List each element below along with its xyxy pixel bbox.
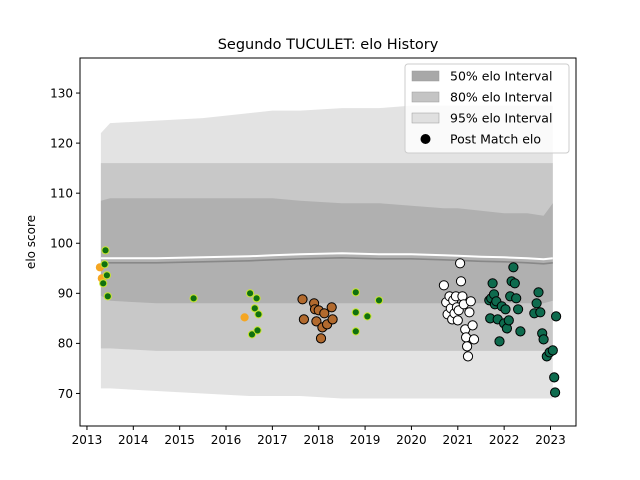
legend-label: 50% elo Interval <box>450 69 552 84</box>
legend: 50% elo Interval 80% elo Interval 95% elo … <box>404 63 570 154</box>
data-point <box>315 333 327 344</box>
legend-swatch <box>411 112 440 124</box>
interval-bands <box>100 105 553 399</box>
data-point <box>533 287 544 298</box>
x-tick-label: 2020 <box>396 433 427 447</box>
data-point <box>99 279 108 288</box>
data-point <box>101 246 110 255</box>
data-point <box>253 326 262 335</box>
data-point <box>246 289 255 298</box>
data-point <box>503 315 514 326</box>
x-tick-label: 2014 <box>118 433 149 447</box>
x-tick-label: 2021 <box>443 433 474 447</box>
data-point <box>535 307 546 318</box>
data-point <box>465 296 476 307</box>
data-point <box>311 316 322 327</box>
data-point <box>319 308 330 319</box>
data-point <box>438 280 449 291</box>
data-point <box>462 351 474 362</box>
legend-marker <box>420 134 431 144</box>
data-point <box>500 304 511 315</box>
data-point <box>464 307 475 318</box>
y-tick-label: 130 <box>50 86 73 100</box>
data-point <box>455 258 466 269</box>
y-axis-label: elo score <box>24 215 38 269</box>
data-point <box>452 315 463 326</box>
legend-label: 80% elo Interval <box>450 90 552 105</box>
data-point <box>508 262 519 273</box>
band-50 <box>100 198 553 304</box>
y-tick-label: 110 <box>50 186 73 200</box>
data-point <box>513 304 524 315</box>
data-point <box>374 296 384 305</box>
plot-area <box>95 105 562 399</box>
data-point <box>549 372 560 383</box>
data-point <box>351 327 360 336</box>
legend-swatch <box>411 91 440 103</box>
data-point <box>247 330 257 339</box>
legend-label: Post Match elo <box>450 132 541 147</box>
y-tick-label: 100 <box>50 237 73 251</box>
data-point <box>551 311 562 322</box>
data-point <box>511 293 522 304</box>
data-point <box>455 276 467 287</box>
y-tick-label: 120 <box>50 136 73 150</box>
x-axis: 2013 2014 2015 2016 2017 2018 2019 2020 2021 2022… <box>72 426 566 447</box>
data-point <box>103 292 112 301</box>
data-point <box>297 294 308 305</box>
plot-frame <box>79 57 577 427</box>
data-point <box>531 298 542 309</box>
median-shadow-line <box>100 256 553 265</box>
legend-box <box>404 63 570 154</box>
data-point <box>326 302 337 313</box>
data-point <box>100 260 109 269</box>
data-point <box>327 314 338 325</box>
data-point <box>487 278 498 289</box>
x-tick-label: 2023 <box>535 433 566 447</box>
data-point <box>515 326 526 337</box>
data-point <box>509 278 520 289</box>
x-tick-label: 2018 <box>303 433 334 447</box>
data-point <box>550 387 561 398</box>
x-tick-label: 2016 <box>211 433 242 447</box>
data-point <box>351 288 360 297</box>
chart-title: Segundo TUCULET: elo History <box>218 37 439 53</box>
y-tick-label: 80 <box>58 337 73 351</box>
data-point <box>462 341 473 352</box>
y-tick-label: 90 <box>58 287 73 301</box>
y-tick-label: 70 <box>58 387 73 401</box>
legend-swatch <box>411 70 440 82</box>
x-tick-label: 2013 <box>72 433 103 447</box>
data-point <box>252 294 261 303</box>
data-point <box>351 308 360 317</box>
median-line <box>100 252 553 261</box>
data-point <box>189 294 198 303</box>
data-point <box>494 336 505 347</box>
data-point <box>298 314 309 325</box>
data-point <box>363 312 372 321</box>
data-point <box>254 310 263 319</box>
data-point <box>467 320 478 331</box>
data-point <box>547 345 558 356</box>
x-tick-label: 2022 <box>489 433 520 447</box>
legend-label: 95% elo Interval <box>450 111 552 126</box>
data-point <box>538 334 549 345</box>
data-point <box>102 271 112 280</box>
x-tick-label: 2015 <box>164 433 195 447</box>
post-match-points <box>95 246 562 398</box>
x-tick-label: 2017 <box>257 433 288 447</box>
y-axis: 70 80 90 100 110 120 130 <box>50 86 80 401</box>
data-point <box>240 313 249 322</box>
data-point <box>250 304 259 313</box>
data-point <box>468 334 480 345</box>
x-tick-label: 2019 <box>350 433 381 447</box>
